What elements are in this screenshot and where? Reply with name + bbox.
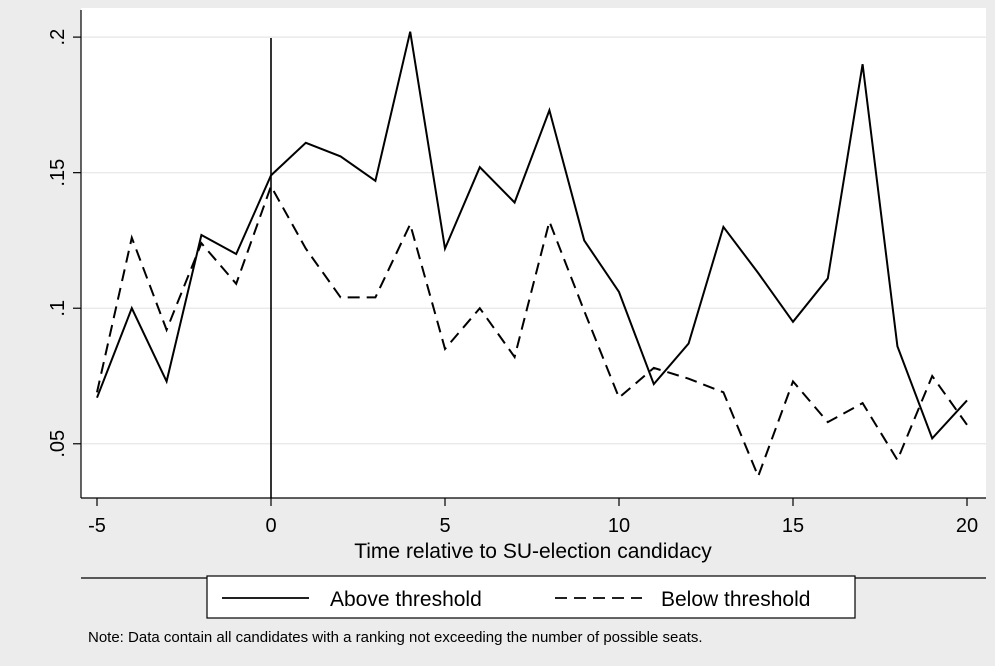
legend-label-below: Below threshold: [661, 588, 810, 611]
x-tick-label: -5: [88, 515, 106, 537]
legend-label-above: Above threshold: [330, 588, 482, 611]
x-axis-ticks: -5 0 5 10 15 20: [88, 498, 978, 537]
x-tick-label: 15: [782, 515, 804, 537]
y-tick-label: .1: [47, 300, 69, 317]
grid-lines: [82, 36, 986, 445]
y-tick-label: .05: [47, 430, 69, 458]
series-line-below-threshold: [96, 183, 968, 480]
series-line-above-threshold: [96, 31, 968, 441]
x-axis-title: Time relative to SU-election candidacy: [354, 540, 712, 563]
x-tick-label: 20: [956, 515, 978, 537]
plot-area: [81, 8, 986, 498]
y-tick-label: .2: [47, 29, 69, 46]
x-tick-label: 10: [608, 515, 630, 537]
legend-box: [206, 575, 856, 619]
y-tick-label: .15: [47, 159, 69, 187]
x-tick-label: 5: [439, 515, 450, 537]
series-lines: [96, 31, 968, 480]
chart-note: Note: Data contain all candidates with a…: [88, 629, 703, 646]
x-tick-label: 0: [265, 515, 276, 537]
y-axis-ticks: .05 .1 .15 .2: [47, 29, 81, 458]
